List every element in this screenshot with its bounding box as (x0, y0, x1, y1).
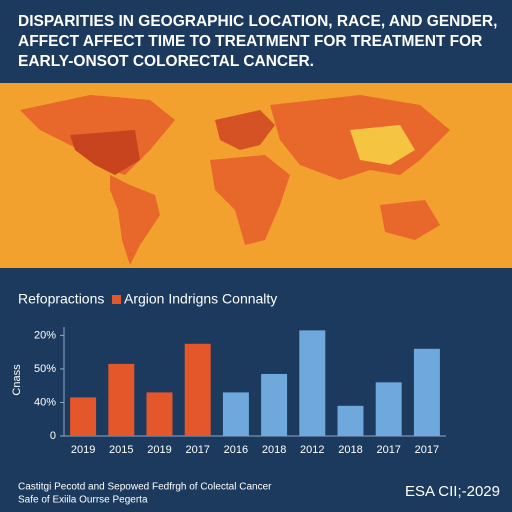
bar (184, 343, 211, 436)
bar (375, 382, 402, 436)
x-tick-label: 2017 (376, 444, 400, 456)
bar (70, 397, 97, 436)
legend-title: Refopractions (18, 291, 104, 307)
source-line: Castitgi Pecotd and Sepowed Fedfrgh of C… (18, 482, 272, 493)
europe (215, 110, 275, 150)
credit: ESA CII;-2029 (405, 483, 500, 500)
y-tick-label: 0 (50, 430, 56, 442)
x-tick-label: 2016 (224, 444, 248, 456)
x-tick-label: 2018 (262, 444, 286, 456)
bar-chart: 0 40% 50% 20% 2019 2015 2019 2017 2016 2018 2012 20… (34, 327, 446, 456)
usa (70, 130, 140, 175)
bar (146, 392, 173, 436)
world-map (0, 83, 512, 268)
bar (413, 348, 440, 436)
africa (210, 155, 290, 245)
source-line: Safe of Exiila Ourrse Pegerta (18, 495, 148, 506)
x-tick-label: 2012 (300, 444, 324, 456)
bar (261, 373, 288, 436)
x-tick-label: 2015 (109, 444, 133, 456)
bar (299, 330, 326, 436)
x-tick-label: 2019 (71, 444, 95, 456)
bar (337, 405, 364, 436)
title-line: DISPARITIES IN GEOGRAPHIC LOCATION, RACE… (18, 13, 497, 30)
bar (108, 363, 135, 436)
y-tick-label: 20% (34, 329, 56, 341)
x-tick-label: 2019 (147, 444, 171, 456)
y-tick-label: 40% (34, 396, 56, 408)
x-tick-label: 2017 (185, 444, 209, 456)
y-axis-label: Cnass (11, 364, 23, 396)
legend-swatch (112, 295, 121, 304)
legend-label: Argion Indrigns Connalty (124, 291, 277, 307)
y-tick-label: 50% (34, 363, 56, 375)
x-tick-label: 2017 (415, 444, 439, 456)
x-tick-label: 2018 (338, 444, 362, 456)
australia (380, 200, 440, 240)
bar (222, 392, 249, 436)
title-line: EARLY-ONSOT COLORECTAL CANCER. (18, 53, 314, 70)
south-america (110, 175, 160, 265)
china (350, 125, 415, 165)
title-line: AFFECT AFFECT TIME TO TREATMENT FOR TREA… (18, 33, 482, 50)
